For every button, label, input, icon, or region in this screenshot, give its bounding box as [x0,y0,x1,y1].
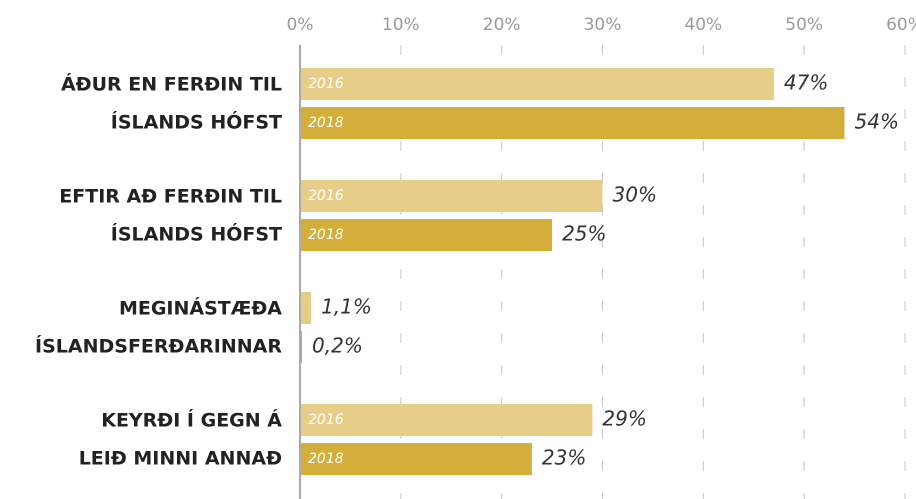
category-label: KEYRÐI Í GEGN Á [101,409,282,432]
category-label: EFTIR AÐ FERÐIN TIL [59,186,282,208]
bar [300,443,532,475]
bar [300,292,312,324]
category-label: ÁÐUR EN FERÐIN TIL [61,73,282,96]
x-tick-label: 60% [886,15,916,35]
bar [300,404,593,436]
value-label: 0,2% [312,334,363,358]
value-label: 30% [613,183,657,207]
series-label: 2016 [308,76,344,92]
bar [300,331,303,363]
value-label: 1,1% [321,295,372,319]
x-tick-label: 40% [684,15,722,35]
category-label: ÍSLANDS HÓFST [111,222,282,246]
x-tick-label: 50% [785,15,823,35]
category-label: ÍSLANDS HÓFST [111,110,282,134]
series-label: 2018 [308,451,344,467]
value-label: 25% [562,222,606,246]
series-label: 2016 [308,188,344,204]
series-label: 2018 [308,227,344,243]
bar [300,219,553,251]
bar [300,68,774,100]
bar [300,107,845,139]
series-label: 2018 [308,115,344,131]
x-tick-label: 30% [584,15,622,35]
value-label: 23% [542,446,586,470]
value-label: 29% [602,407,646,431]
category-label: ÍSLANDSFERÐARINNAR [35,335,282,358]
bar [300,180,603,212]
x-tick-label: 20% [483,15,521,35]
x-tick-label: 10% [382,15,420,35]
series-label: 2016 [308,412,344,428]
category-label: MEGINÁSTÆÐA [119,297,282,320]
value-label: 54% [855,110,899,134]
category-label: LEIÐ MINNI ANNAÐ [79,448,282,470]
x-tick-label: 0% [287,15,314,35]
value-label: 47% [784,71,828,95]
